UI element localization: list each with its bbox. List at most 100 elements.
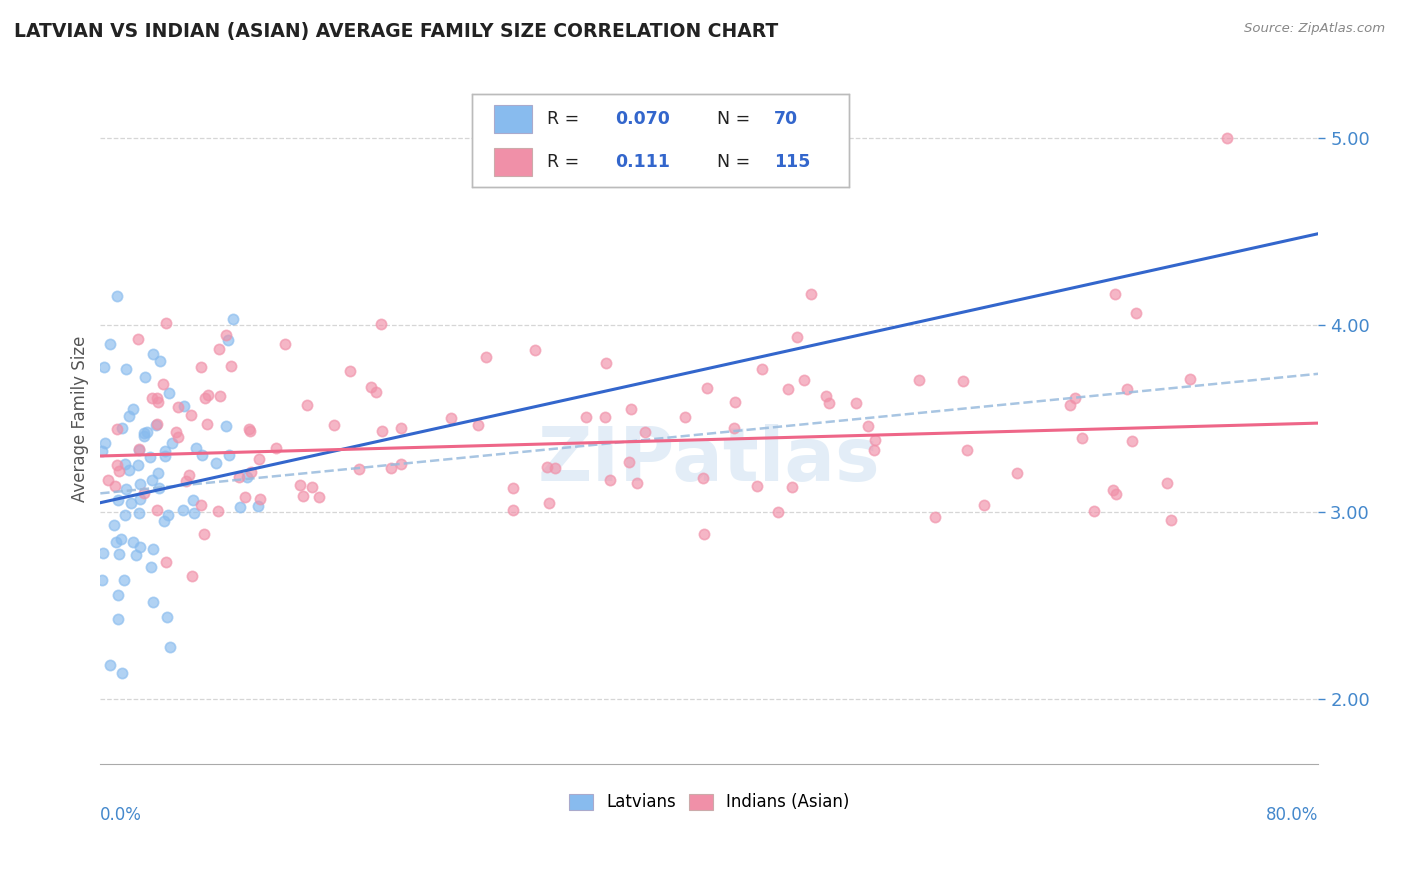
Point: [114, 573, 136, 587]
Point: [347, 461, 370, 475]
Point: [103, 518, 125, 533]
Point: [389, 421, 412, 435]
Point: [1121, 434, 1143, 448]
Point: [768, 505, 790, 519]
Point: [907, 373, 929, 387]
Point: [93, 359, 115, 374]
Point: [595, 409, 617, 424]
Point: [177, 468, 200, 483]
Point: [145, 417, 167, 432]
Point: [523, 343, 546, 358]
Point: [105, 534, 128, 549]
Point: [157, 385, 180, 400]
Point: [291, 490, 314, 504]
Point: [776, 382, 799, 396]
Point: [107, 464, 129, 478]
Point: [132, 429, 155, 443]
Point: [219, 359, 242, 373]
Point: [692, 471, 714, 485]
Point: [1125, 306, 1147, 320]
Point: [215, 328, 238, 343]
Point: [207, 504, 229, 518]
Point: [956, 442, 979, 457]
Point: [233, 490, 256, 504]
Point: [745, 478, 768, 492]
Point: [793, 373, 815, 387]
Point: [221, 312, 243, 326]
Point: [1160, 512, 1182, 526]
Point: [91, 444, 114, 458]
Point: [249, 452, 271, 467]
Point: [191, 448, 214, 462]
Point: [634, 425, 657, 439]
Point: [120, 496, 142, 510]
Point: [595, 356, 617, 370]
Point: [1105, 486, 1128, 500]
Point: [98, 657, 121, 672]
Point: [370, 317, 392, 331]
Point: [380, 460, 402, 475]
Point: [128, 540, 150, 554]
Point: [155, 555, 177, 569]
Point: [724, 394, 747, 409]
Point: [125, 548, 148, 562]
Point: [167, 400, 190, 414]
Point: [100, 336, 122, 351]
Text: 0.0%: 0.0%: [100, 805, 142, 823]
Point: [800, 286, 823, 301]
Point: [146, 391, 169, 405]
Point: [107, 612, 129, 626]
Point: [107, 492, 129, 507]
Point: [238, 422, 260, 436]
Point: [104, 479, 127, 493]
Point: [190, 360, 212, 375]
Point: [184, 441, 207, 455]
Point: [228, 469, 250, 483]
Point: [114, 457, 136, 471]
Point: [105, 458, 128, 472]
Point: [295, 398, 318, 412]
Point: [148, 467, 170, 481]
Point: [118, 409, 141, 423]
Point: [502, 481, 524, 495]
Point: [1104, 287, 1126, 301]
Point: [218, 333, 240, 347]
Point: [172, 503, 194, 517]
Point: [148, 481, 170, 495]
Point: [863, 443, 886, 458]
Point: [723, 421, 745, 435]
Point: [814, 389, 837, 403]
Point: [696, 381, 718, 395]
Point: [145, 417, 167, 432]
Point: [247, 500, 270, 514]
Point: [128, 491, 150, 506]
Point: [122, 401, 145, 416]
Point: [274, 337, 297, 351]
Point: [132, 486, 155, 500]
Point: [153, 449, 176, 463]
Point: [1059, 398, 1081, 412]
Point: [167, 430, 190, 444]
Point: [152, 376, 174, 391]
Point: [129, 477, 152, 491]
Point: [141, 473, 163, 487]
Point: [360, 380, 382, 394]
Point: [973, 498, 995, 512]
Point: [693, 527, 716, 541]
Point: [599, 473, 621, 487]
Point: [536, 460, 558, 475]
Point: [94, 436, 117, 450]
Point: [90, 573, 112, 587]
Point: [626, 476, 648, 491]
Point: [183, 506, 205, 520]
Point: [440, 410, 463, 425]
Point: [107, 547, 129, 561]
Point: [181, 492, 204, 507]
Point: [149, 353, 172, 368]
Point: [107, 589, 129, 603]
Point: [239, 465, 262, 479]
Point: [156, 610, 179, 624]
Point: [538, 496, 561, 510]
Point: [195, 417, 218, 432]
Point: [155, 316, 177, 330]
